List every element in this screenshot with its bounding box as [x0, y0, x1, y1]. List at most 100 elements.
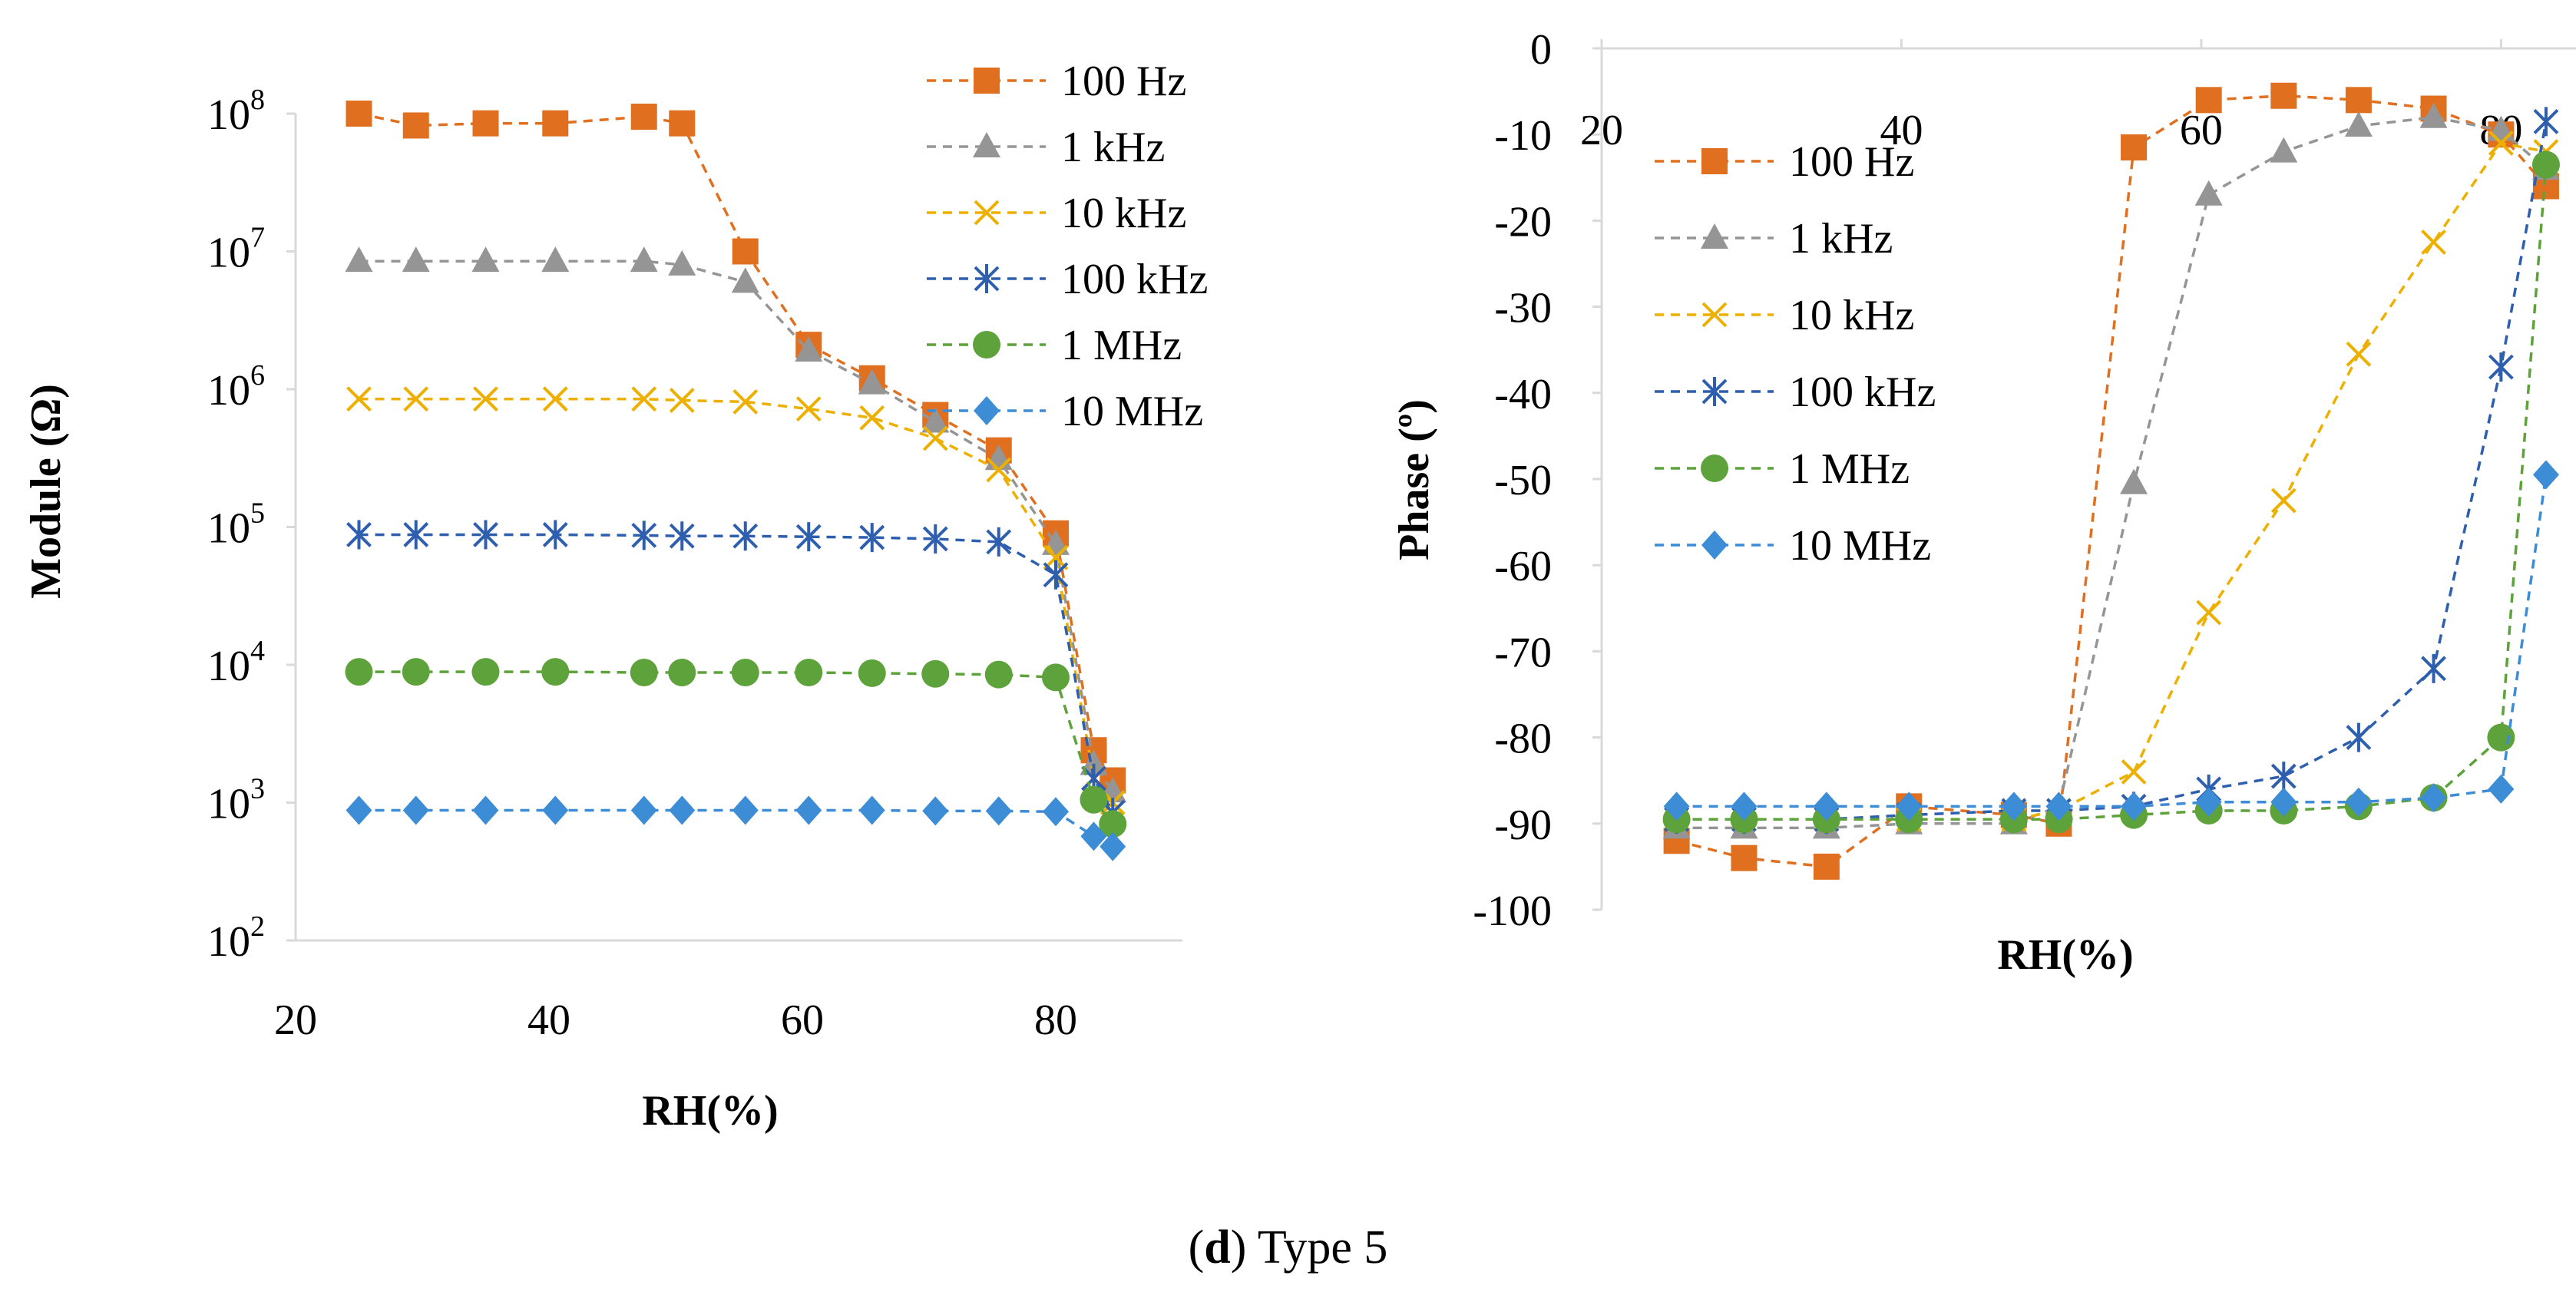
data-point-100-khz	[2270, 762, 2297, 791]
y-tick-label: 103	[207, 773, 265, 828]
y-tick-label: -10	[1494, 112, 1552, 160]
data-point-1-khz	[668, 250, 696, 276]
y-axis-title: Phase (º)	[1391, 399, 1438, 560]
legend-label-1-mhz: 1 MHz	[1061, 322, 1182, 369]
data-point-10-khz	[2488, 131, 2514, 156]
y-tick-label: 107	[207, 222, 265, 277]
data-point-100-khz	[922, 524, 948, 554]
module-chart: 102 103 104 105 106 107 108 20 40 60 80 RH(%) Module…	[22, 58, 1208, 1135]
data-point-100-khz	[986, 527, 1012, 557]
data-point-10-mhz	[2195, 787, 2222, 817]
data-point-10-mhz	[1896, 791, 1923, 821]
data-point-10-khz	[922, 425, 948, 451]
legend-marker-1-mhz	[973, 331, 1000, 359]
data-point-10-mhz	[2345, 787, 2372, 817]
caption-open: (	[1188, 1221, 1205, 1274]
data-point-1-mhz	[402, 658, 430, 686]
legend-marker-10-mhz	[1701, 530, 1728, 560]
x-tick-label: 40	[527, 996, 570, 1044]
data-point-10-mhz	[2532, 460, 2559, 490]
data-point-10-khz	[542, 386, 568, 412]
data-point-10-mhz	[472, 795, 499, 825]
x-tick-label: 20	[274, 996, 317, 1044]
legend-label-1-khz: 1 kHz	[1061, 124, 1165, 171]
data-point-100-hz	[669, 110, 696, 137]
data-point-1-mhz	[2487, 723, 2515, 752]
data-point-10-mhz	[346, 795, 372, 825]
data-point-100-khz	[732, 521, 759, 551]
legend-label-100-hz: 100 Hz	[1789, 138, 1914, 186]
data-point-1-khz	[345, 246, 373, 273]
data-point-10-mhz	[2270, 787, 2297, 817]
y-tick-label: -50	[1494, 457, 1552, 504]
data-point-100-khz	[2421, 653, 2446, 683]
caption-label: d	[1204, 1221, 1231, 1274]
data-point-1-mhz	[731, 658, 759, 686]
x-tick-label: 60	[781, 996, 824, 1044]
y-tick-label: -20	[1494, 198, 1552, 246]
data-point-1-mhz	[630, 658, 658, 686]
series-line-100-hz	[359, 112, 1114, 782]
data-point-100-hz	[402, 112, 429, 139]
data-point-10-mhz	[1043, 797, 1069, 827]
data-point-100-hz	[1731, 844, 1758, 871]
figure-canvas: 102 103 104 105 106 107 108 20 40 60 80 RH(%) Module…	[22, 26, 2576, 1135]
data-point-10-mhz	[795, 795, 822, 825]
legend: 100 Hz 1 kHz 10 kHz 100 kHz 1 MHz 10 MHz	[1655, 138, 1936, 570]
x-axis-title: RH(%)	[1997, 931, 2133, 979]
data-point-1-mhz	[345, 658, 373, 686]
data-point-1-khz	[541, 246, 570, 273]
legend-marker-1-mhz	[1701, 454, 1728, 482]
data-point-10-mhz	[858, 795, 885, 825]
data-point-10-mhz	[1731, 791, 1758, 821]
y-tick-label: -70	[1494, 629, 1552, 676]
legend-label-100-khz: 100 kHz	[1061, 256, 1208, 303]
series-line-100-khz	[359, 533, 1114, 814]
data-point-10-khz	[732, 389, 759, 415]
data-point-10-khz	[2196, 600, 2222, 626]
data-point-100-hz	[2195, 87, 2222, 114]
series-100-hz	[346, 101, 1126, 794]
series-line-1-khz	[359, 259, 1114, 793]
data-point-100-hz	[732, 238, 759, 265]
data-point-100-hz	[472, 110, 499, 137]
x-axis-title: RH(%)	[642, 1087, 778, 1135]
legend-marker-1-khz	[1701, 223, 1728, 249]
data-point-1-mhz	[2531, 150, 2560, 179]
x-tick-label: 20	[1580, 107, 1623, 154]
legend-marker-100-hz	[974, 68, 1000, 94]
x-tick-label: 40	[1880, 107, 1923, 154]
legend-label-1-mhz: 1 MHz	[1789, 445, 1910, 493]
figure-caption: (d) Type 5	[0, 1221, 2576, 1275]
data-point-100-khz	[859, 523, 885, 553]
caption-text: Type 5	[1257, 1221, 1388, 1274]
data-point-1-khz	[921, 407, 950, 433]
y-tick-label: 102	[207, 910, 265, 966]
data-point-10-mhz	[1813, 791, 1840, 821]
legend-marker-100-khz	[1701, 377, 1728, 406]
legend-label-100-khz: 100 kHz	[1789, 368, 1936, 416]
legend-label-10-khz: 10 kHz	[1061, 190, 1186, 237]
data-point-10-mhz	[630, 795, 657, 825]
legend-label-100-hz: 100 Hz	[1061, 58, 1186, 105]
legend-marker-10-khz	[974, 200, 1000, 226]
data-point-1-khz	[731, 267, 759, 293]
data-point-1-mhz	[1042, 663, 1070, 692]
legend-marker-10-mhz	[974, 396, 1000, 425]
legend-label-10-mhz: 10 MHz	[1061, 388, 1203, 435]
y-tick-label: 108	[207, 84, 265, 139]
data-point-1-mhz	[858, 659, 886, 687]
data-point-10-khz	[631, 386, 657, 412]
data-point-10-mhz	[732, 795, 759, 825]
series-10-mhz	[346, 795, 1126, 861]
data-point-100-hz	[1813, 853, 1840, 880]
legend-label-10-mhz: 10 MHz	[1789, 522, 1931, 570]
series-100-khz	[346, 520, 1126, 828]
data-point-100-khz	[795, 522, 822, 552]
data-point-10-mhz	[2121, 791, 2148, 821]
data-point-10-mhz	[1100, 831, 1126, 861]
legend-marker-100-khz	[974, 264, 1000, 293]
series-1-mhz	[345, 658, 1127, 838]
legend-label-1-khz: 1 kHz	[1789, 215, 1893, 263]
data-point-10-mhz	[542, 795, 569, 825]
